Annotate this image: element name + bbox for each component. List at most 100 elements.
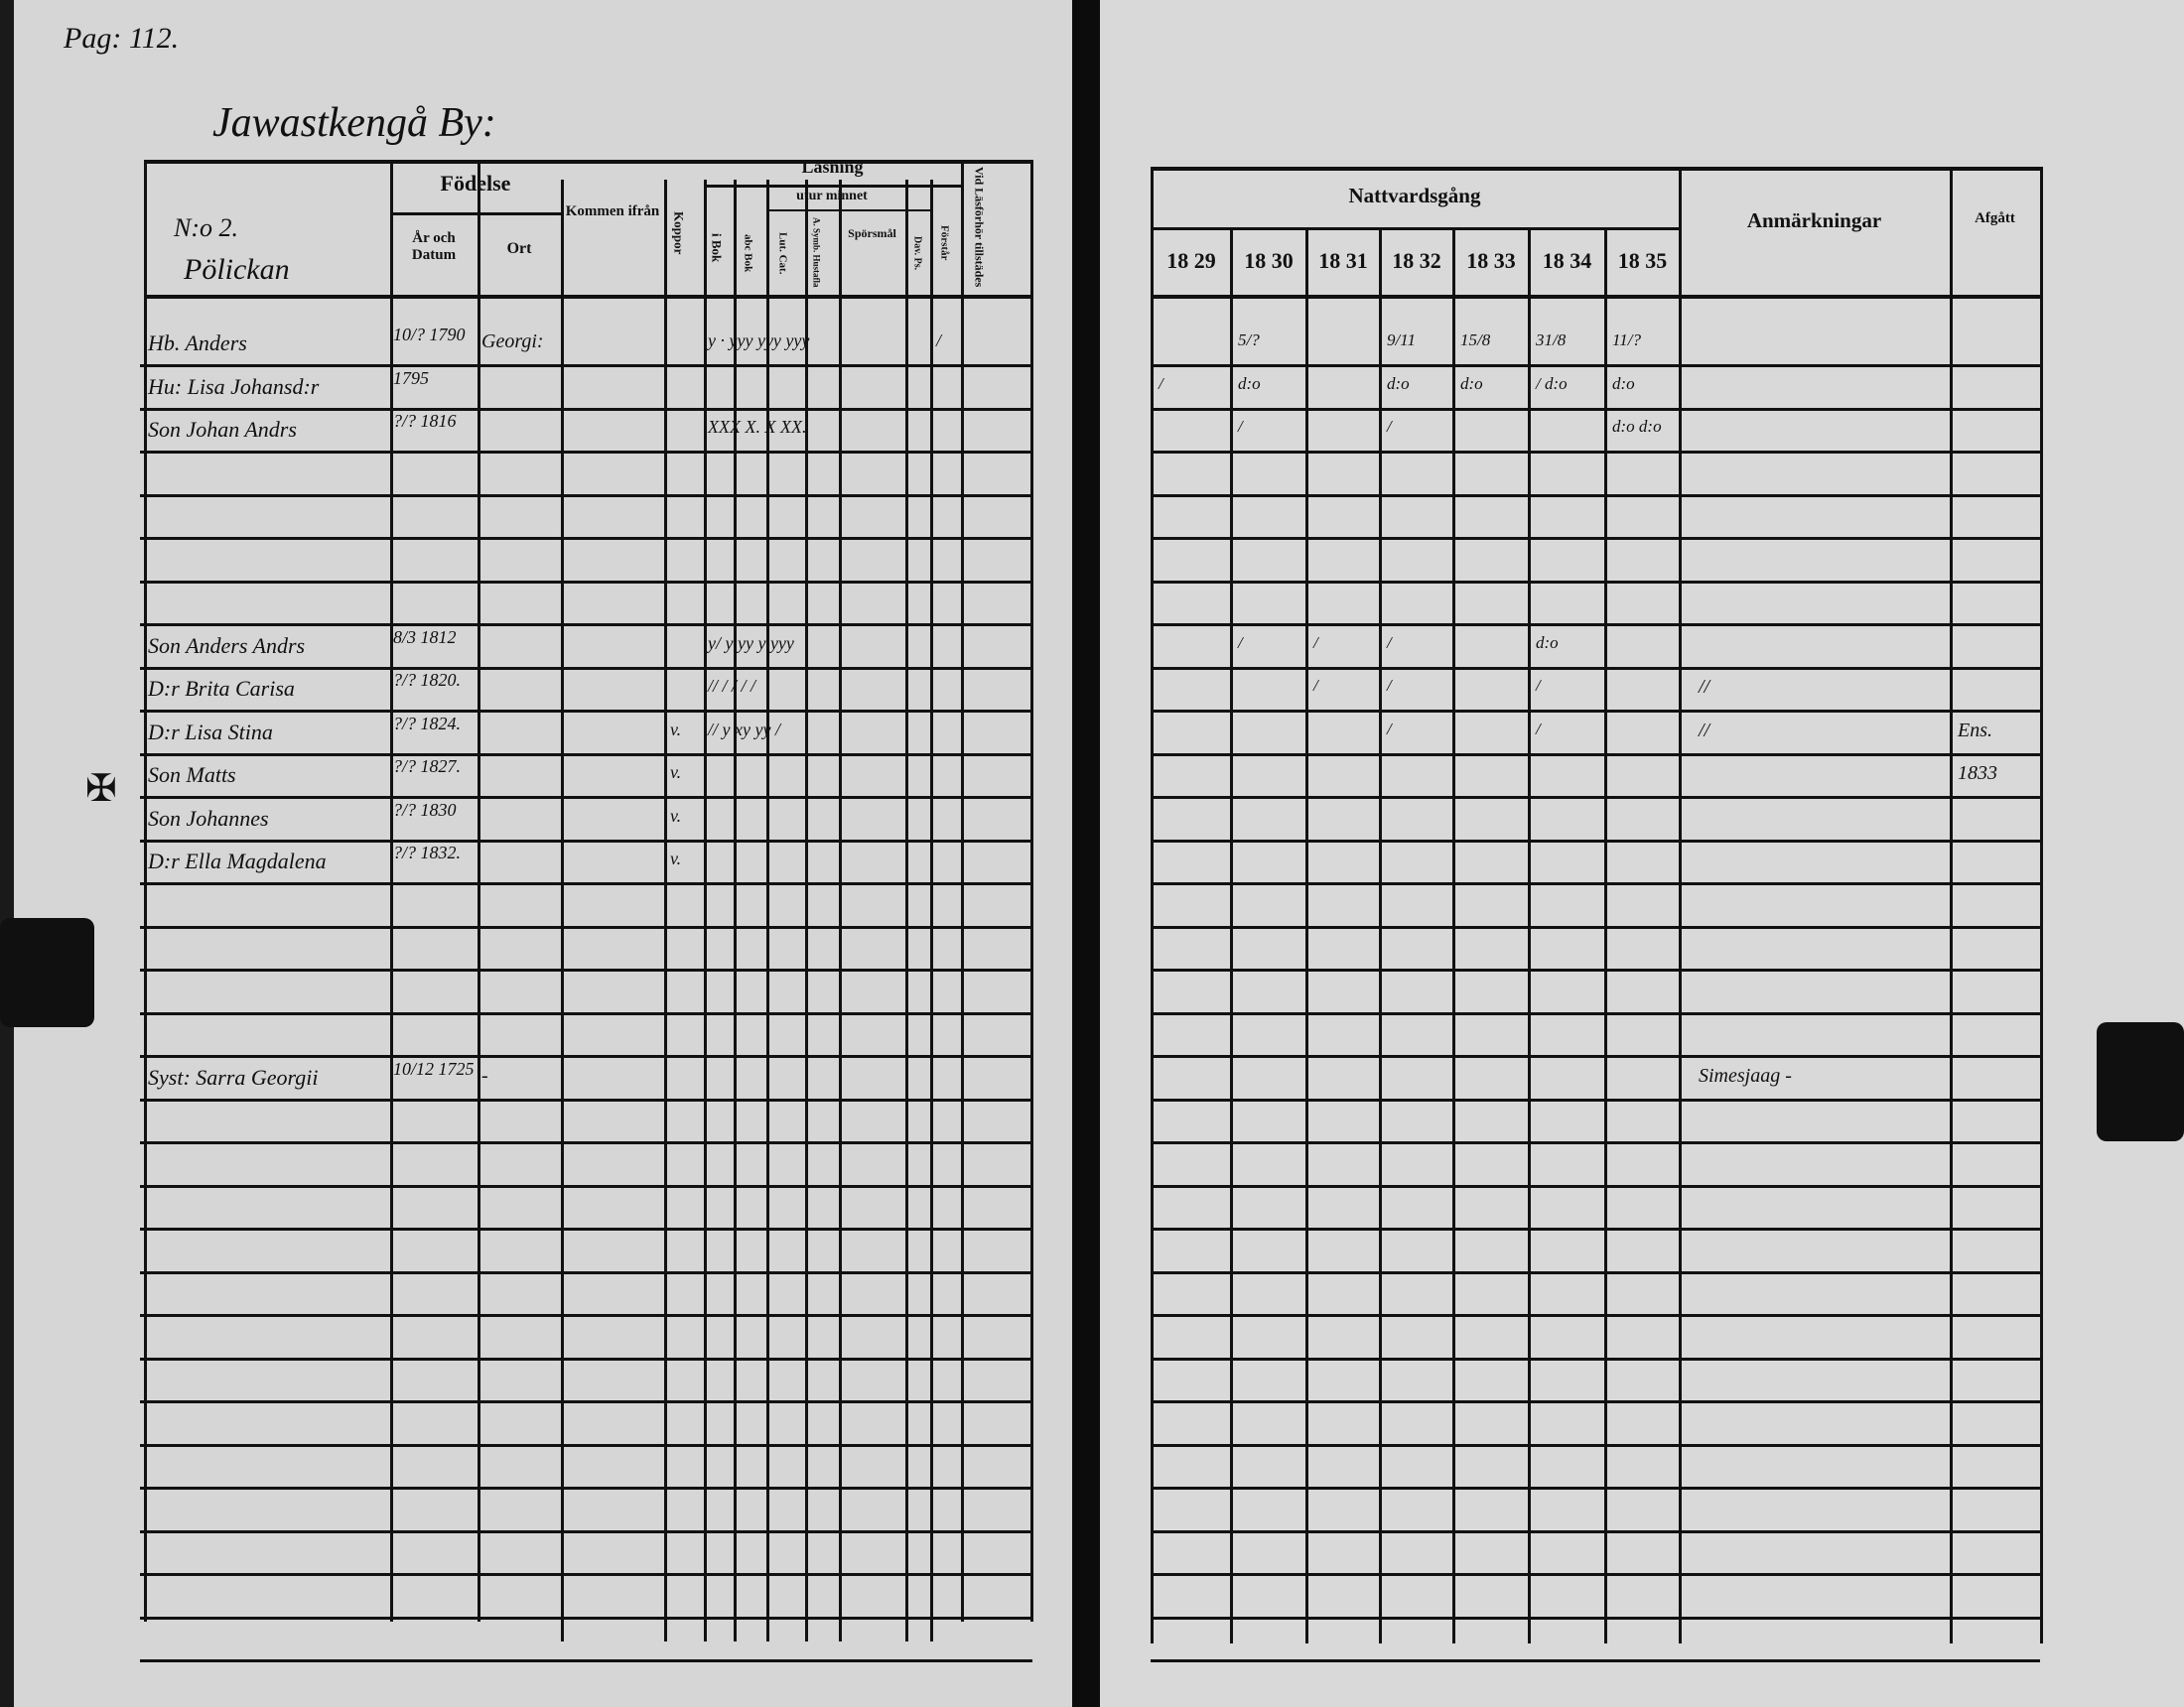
row-line <box>1151 364 2040 367</box>
column-line <box>905 180 908 1641</box>
communion-mark: 15/8 <box>1460 330 1491 349</box>
birth-date: 10/12 1725 <box>393 1058 475 1079</box>
birth-date: ?/? 1832. <box>393 843 462 862</box>
year-header: 18 32 <box>1392 248 1441 273</box>
communion-mark: / <box>1313 676 1318 695</box>
row-line <box>140 925 1032 929</box>
row-line <box>140 1270 1032 1274</box>
communion-mark: / <box>1387 417 1392 436</box>
row-line <box>1151 969 2040 972</box>
communion-mark: d:o <box>1387 373 1410 393</box>
column-line <box>1030 160 1033 1622</box>
row-line <box>140 1659 1032 1662</box>
birth-date: 10/? 1790 <box>393 325 466 344</box>
row-line <box>140 1573 1032 1576</box>
row-line <box>1151 882 2040 885</box>
row-line <box>1151 1098 2040 1102</box>
person-name: Syst: Sarra Georgii <box>148 1064 319 1090</box>
smallpox-header: Koppor <box>671 211 687 255</box>
row-line <box>140 1616 1032 1620</box>
reading-marks: // y xy yy / <box>708 719 780 739</box>
birth-date: 8/3 1812 <box>393 626 457 647</box>
year-header: 18 29 <box>1166 248 1216 273</box>
year-header: 18 35 <box>1617 248 1668 273</box>
row-line <box>140 537 1032 540</box>
person-name: Hu: Lisa Johansd:r <box>148 373 320 399</box>
row-line <box>140 1141 1032 1144</box>
person-name: Son Johan Andrs <box>148 417 297 442</box>
by-heart-header: utur minnet <box>796 189 868 203</box>
row-line <box>1151 1487 2040 1490</box>
remarks-header: Anmärkningar <box>1746 208 1882 232</box>
remark-text: Simesjaag - <box>1699 1064 1792 1087</box>
communion-mark: / d:o <box>1536 373 1568 393</box>
reading-marks: XXX X. X XX. <box>708 417 807 437</box>
column-line <box>1151 167 1154 1643</box>
person-name: D:r Brita Carisa <box>148 676 295 701</box>
departed-header: Afgått <box>1975 210 2015 226</box>
row-line <box>1151 537 2040 540</box>
year-header: 18 31 <box>1318 248 1368 273</box>
row-line <box>1151 1270 2040 1274</box>
row-line <box>1151 839 2040 843</box>
row-line <box>1151 1141 2040 1144</box>
right-page: Nattvardsgång 18 29 18 30 18 31 18 32 18 33 18… <box>1100 0 2184 1707</box>
communion-subheader-line <box>1151 227 1679 230</box>
row-line <box>140 710 1032 713</box>
year-header: 18 33 <box>1466 248 1516 273</box>
row-line <box>1151 1228 2040 1231</box>
row-line <box>140 580 1032 584</box>
remark-text: // <box>1699 676 1710 698</box>
communion-mark: / <box>1159 373 1163 393</box>
smallpox-mark: v. <box>670 719 682 739</box>
row-line <box>1151 1400 2040 1403</box>
column-line <box>704 180 707 1641</box>
birth-header: Födelse <box>440 171 511 196</box>
row-line <box>1151 666 2040 670</box>
person-name: Hb. Anders <box>148 330 247 355</box>
row-line <box>1151 1011 2040 1015</box>
reading-header: Läsning <box>801 157 864 177</box>
communion-mark: / <box>1536 719 1541 738</box>
symb-header: A. Symb. Hustafla <box>811 216 822 288</box>
attendance-header: Vid Läsförhör tillstädes <box>972 167 987 288</box>
year-header: 18 30 <box>1244 248 1294 273</box>
row-line <box>1151 1529 2040 1533</box>
came-from-header: Kommen ifrån <box>565 203 660 219</box>
birth-place-header: Ort <box>506 240 532 257</box>
row-line <box>1151 493 2040 497</box>
departed-year: 1833 <box>1958 762 1997 784</box>
communion-header: Nattvardsgång <box>1348 184 1481 207</box>
row-line <box>1151 1573 2040 1576</box>
communion-mark: / <box>1387 676 1392 695</box>
row-line <box>140 882 1032 885</box>
communion-mark: / <box>1536 676 1541 695</box>
header-top-line <box>144 160 1030 164</box>
communion-mark: 5/? <box>1238 330 1260 349</box>
margin-cross-icon: ✠ <box>85 768 117 810</box>
communion-mark: d:o <box>1612 373 1635 393</box>
departed-year: Ens. <box>1958 719 1992 741</box>
column-line <box>144 160 147 1622</box>
communion-mark: 9/11 <box>1387 330 1416 349</box>
birth-date: 1795 <box>393 367 429 388</box>
row-line <box>1151 1443 2040 1447</box>
birth-subheader-line <box>390 212 561 215</box>
row-line <box>1151 752 2040 756</box>
communion-mark: 11/? <box>1612 330 1641 349</box>
row-line <box>1151 1616 2040 1620</box>
birth-place: Georgi: <box>481 330 544 352</box>
row-line <box>1151 796 2040 799</box>
row-line <box>140 364 1032 367</box>
row-line <box>140 1314 1032 1317</box>
row-line <box>1151 710 2040 713</box>
communion-mark: 31/8 <box>1536 330 1567 349</box>
header-bottom-line <box>1151 295 2040 299</box>
column-line <box>1679 167 1682 1643</box>
communion-mark: d:o <box>1238 373 1261 393</box>
row-line <box>1151 1659 2040 1662</box>
book-gutter <box>1072 0 1100 1707</box>
column-line <box>1452 227 1455 1643</box>
birth-date: ?/? 1824. <box>393 713 462 733</box>
names-header-number: N:o 2. <box>174 213 238 242</box>
